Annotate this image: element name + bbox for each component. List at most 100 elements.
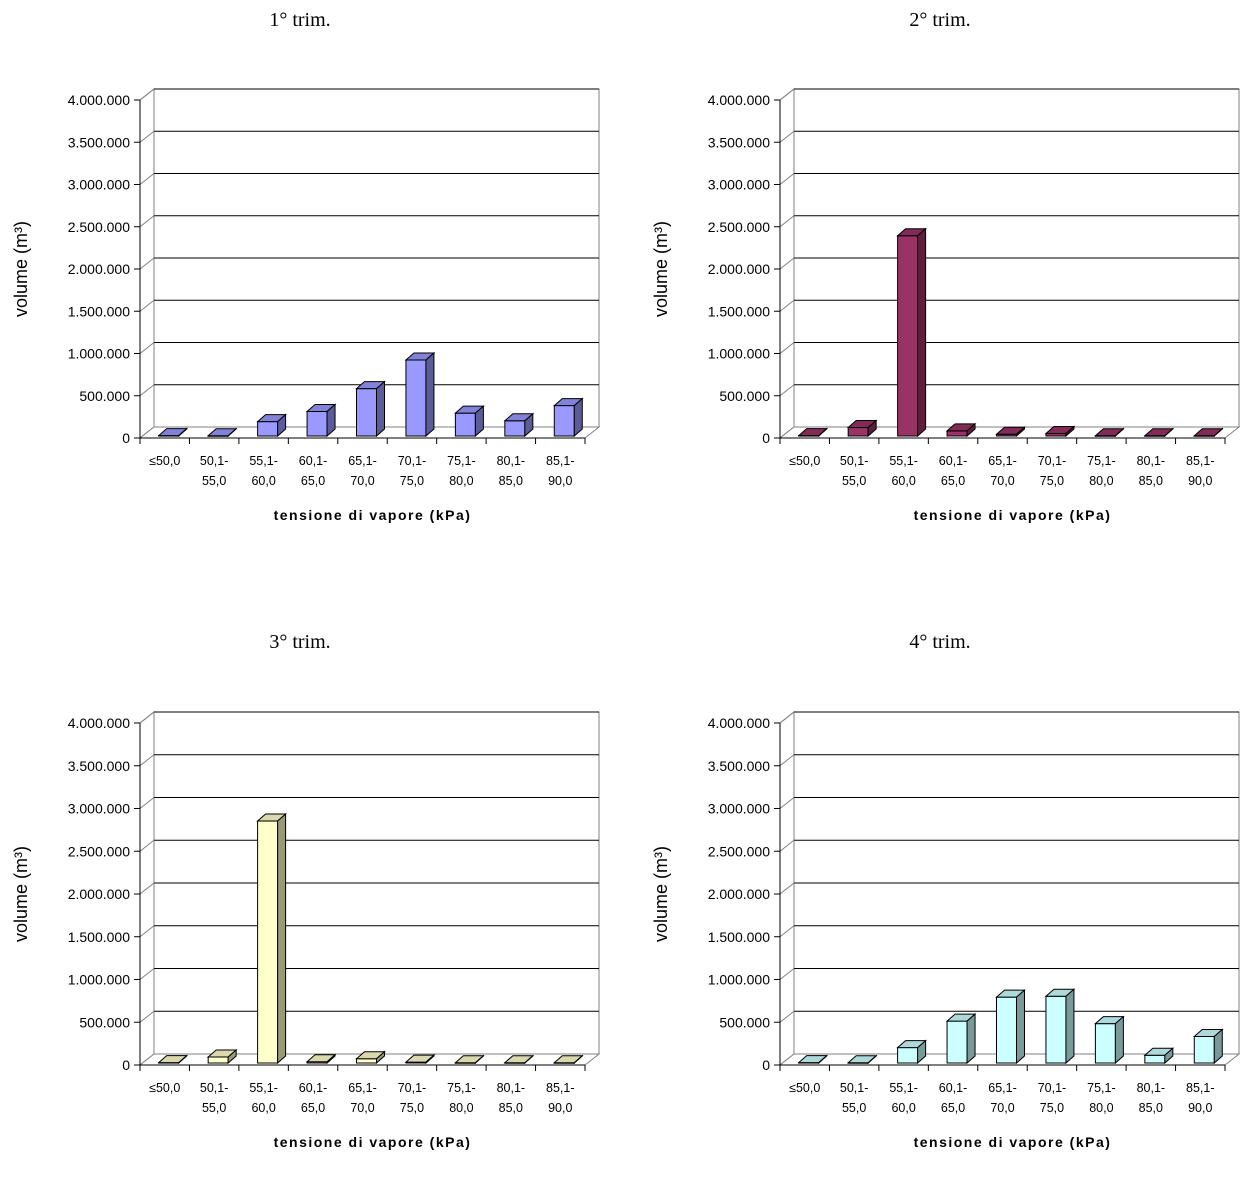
y-tick-label: 4.000.000 — [68, 715, 130, 731]
x-tick-label: 85,1- — [546, 1081, 575, 1095]
bar-front — [454, 412, 476, 437]
y-tick-label: 1.500.000 — [708, 929, 770, 945]
bar — [404, 1054, 436, 1065]
bar-front — [306, 410, 328, 437]
gridline-side — [139, 173, 155, 185]
bar — [552, 397, 584, 438]
y-tick-label: 1.000.000 — [68, 346, 130, 362]
x-tick-label: 85,0 — [499, 1101, 523, 1115]
x-tick-label: 55,1- — [249, 1081, 278, 1095]
x-tick-label: 65,0 — [941, 474, 965, 488]
bar-side — [1016, 426, 1025, 438]
bar-side — [178, 1054, 188, 1065]
y-tick-label: 0 — [122, 1057, 130, 1073]
y-tick-label: 2.000.000 — [708, 261, 770, 277]
bar — [945, 1013, 977, 1065]
bar — [1044, 425, 1076, 438]
y-tick-label: 3.000.000 — [708, 177, 770, 193]
x-tick-label: 85,1- — [546, 454, 575, 468]
x-tick-label: 80,0 — [1089, 1101, 1113, 1115]
gridline-side — [139, 839, 155, 852]
x-tick-label: 55,1- — [889, 454, 918, 468]
bar-side — [867, 419, 877, 438]
bar-front — [1144, 1054, 1166, 1064]
x-tick-label: 75,0 — [400, 474, 424, 488]
bar — [896, 1039, 927, 1065]
bar — [1192, 427, 1224, 438]
x-tick-label: ≤50,0 — [789, 1081, 820, 1095]
y-tick-label: 2.000.000 — [68, 886, 130, 902]
x-tick-label: 85,1- — [1186, 454, 1215, 468]
bar-side — [1164, 1047, 1174, 1065]
gridline-side — [779, 173, 795, 185]
bar-side — [425, 1054, 435, 1065]
x-tick-label: 50,1- — [840, 454, 869, 468]
chart-panel-q2: 2° trim. 0 500.000 1.000.000 1.500.000 2.000… — [640, 0, 1240, 560]
bar — [256, 812, 287, 1065]
chart-panel-q3: 3° trim. 0 500.000 1.000.000 1.500.000 2.000… — [0, 622, 600, 1182]
bar-side — [573, 397, 583, 438]
x-tick-label: 60,1- — [299, 1081, 328, 1095]
x-tick-label: 80,0 — [449, 1101, 473, 1115]
bar — [552, 1054, 584, 1065]
y-tick-label: 4.000.000 — [708, 92, 770, 108]
x-tick-label: 55,1- — [889, 1081, 918, 1095]
gridline-side — [779, 88, 795, 101]
x-tick-label: ≤50,0 — [149, 454, 180, 468]
y-tick-label: 0 — [122, 430, 130, 446]
bar-front — [897, 235, 919, 437]
x-tick-label: 75,1- — [1087, 1081, 1116, 1095]
gridline-side — [779, 882, 795, 895]
x-tick-label: 75,1- — [447, 454, 476, 468]
bar — [797, 427, 829, 438]
bar-front — [1045, 995, 1067, 1064]
gridline-side — [139, 925, 155, 938]
x-tick-label: 70,1- — [398, 454, 427, 468]
gridline-side — [779, 257, 795, 270]
y-tick-label: 2.500.000 — [68, 843, 130, 859]
chart-panel-q4: 4° trim. 0 500.000 1.000.000 1.500.000 2.000… — [640, 622, 1240, 1182]
y-tick-label: 3.000.000 — [68, 801, 130, 817]
bar — [305, 403, 337, 438]
x-tick-label: 50,1- — [200, 454, 229, 468]
bar-side — [1213, 427, 1223, 438]
bar-side — [917, 227, 927, 438]
x-tick-label: 55,0 — [842, 474, 866, 488]
y-tick-label: 1.000.000 — [708, 972, 770, 988]
gridline-side — [779, 754, 795, 767]
bar — [355, 1050, 386, 1065]
y-tick-label: 4.000.000 — [708, 715, 770, 731]
bar-side — [1213, 1028, 1223, 1065]
x-tick-label: 60,0 — [891, 474, 915, 488]
gridline-side — [779, 342, 795, 354]
bar-front — [897, 1047, 919, 1064]
x-tick-label: 85,0 — [1139, 1101, 1163, 1115]
gridline-side — [779, 130, 795, 143]
chart-title: 1° trim. — [269, 9, 331, 31]
y-tick-label: 500.000 — [79, 1014, 130, 1030]
bar — [503, 412, 535, 438]
bar-side — [1164, 427, 1174, 438]
bar-front — [207, 1056, 229, 1064]
x-tick-label: 70,0 — [350, 1101, 374, 1115]
bar-chart: 0 500.000 1.000.000 1.500.000 2.000.000 2.500… — [11, 87, 600, 523]
y-tick-label: 0 — [762, 1057, 770, 1073]
bar-front — [504, 420, 526, 437]
gridline-side — [139, 384, 155, 397]
x-tick-label: 90,0 — [548, 474, 572, 488]
x-tick-label: 80,0 — [1089, 474, 1113, 488]
x-tick-label: 80,1- — [497, 454, 526, 468]
gridline-side — [139, 88, 155, 101]
x-axis-label: tensione di vapore (kPa) — [274, 1134, 472, 1150]
y-tick-label: 1.000.000 — [68, 972, 130, 988]
y-tick-label: 4.000.000 — [68, 92, 130, 108]
x-tick-label: ≤50,0 — [789, 454, 820, 468]
bar-side — [818, 427, 828, 438]
bar-side — [474, 1054, 484, 1065]
bar-side — [227, 1048, 237, 1065]
bar-front — [847, 427, 869, 437]
x-tick-label: 65,1- — [348, 1081, 377, 1095]
bar-side — [1065, 425, 1075, 438]
bar — [1094, 427, 1125, 438]
gridline-side — [139, 1010, 155, 1023]
